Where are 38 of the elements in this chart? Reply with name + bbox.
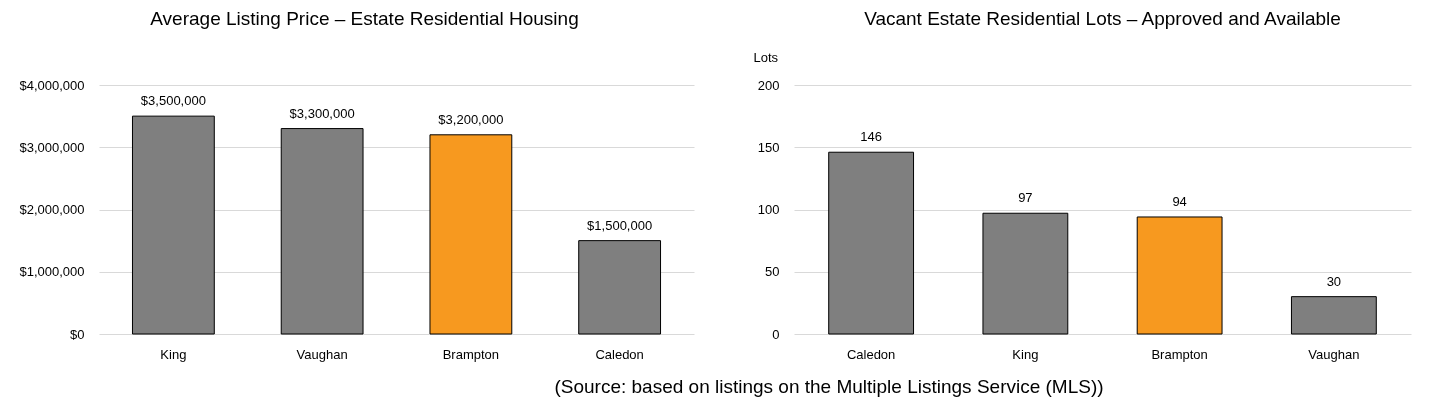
bar xyxy=(131,115,215,335)
x-tick-label: Vaughan xyxy=(1308,346,1360,362)
bar xyxy=(429,134,513,335)
y-tick-label: 100 xyxy=(757,202,780,217)
data-label: 94 xyxy=(1172,193,1187,209)
data-label: 146 xyxy=(860,129,882,145)
y-tick-label: $3,000,000 xyxy=(19,139,85,155)
x-tick-label: Brampton xyxy=(442,346,500,362)
x-tick-label: Caledon xyxy=(846,346,896,362)
x-tick-label: King xyxy=(160,346,187,362)
y-axis-title: Lots xyxy=(753,49,779,65)
y-tick-label: 150 xyxy=(757,139,780,155)
y-tick-label: $1,000,000 xyxy=(19,264,85,280)
data-label: $3,500,000 xyxy=(140,93,206,109)
x-tick-label: Brampton xyxy=(1151,346,1208,362)
bar xyxy=(280,128,364,335)
chart-title: Vacant Estate Residential Lots – Approved and Available xyxy=(864,8,1341,29)
y-tick-label: $2,000,000 xyxy=(19,202,85,217)
bar xyxy=(578,240,662,335)
y-tick-label: 0 xyxy=(772,326,780,342)
data-label: $3,200,000 xyxy=(438,111,504,127)
data-label: 30 xyxy=(1326,273,1342,289)
data-label: $3,300,000 xyxy=(289,105,355,121)
chart-title: Average Listing Price – Estate Residential Housing xyxy=(150,8,579,29)
y-tick-label: 50 xyxy=(765,264,780,280)
bar xyxy=(828,151,915,335)
x-tick-label: King xyxy=(1012,346,1039,362)
data-label: $1,500,000 xyxy=(587,217,653,233)
y-tick-label: 200 xyxy=(757,77,780,93)
bar xyxy=(1136,216,1223,335)
x-tick-label: Vaughan xyxy=(296,346,348,362)
text: (Source: based on listings on the Multiple Listings Service (MLS)) xyxy=(554,376,1104,397)
x-tick-label: Caledon xyxy=(595,346,644,362)
bar xyxy=(982,212,1069,335)
data-label: 97 xyxy=(1018,190,1033,206)
bar xyxy=(1290,296,1377,335)
y-tick-label: $0 xyxy=(70,326,85,342)
y-tick-label: $4,000,000 xyxy=(19,77,85,93)
